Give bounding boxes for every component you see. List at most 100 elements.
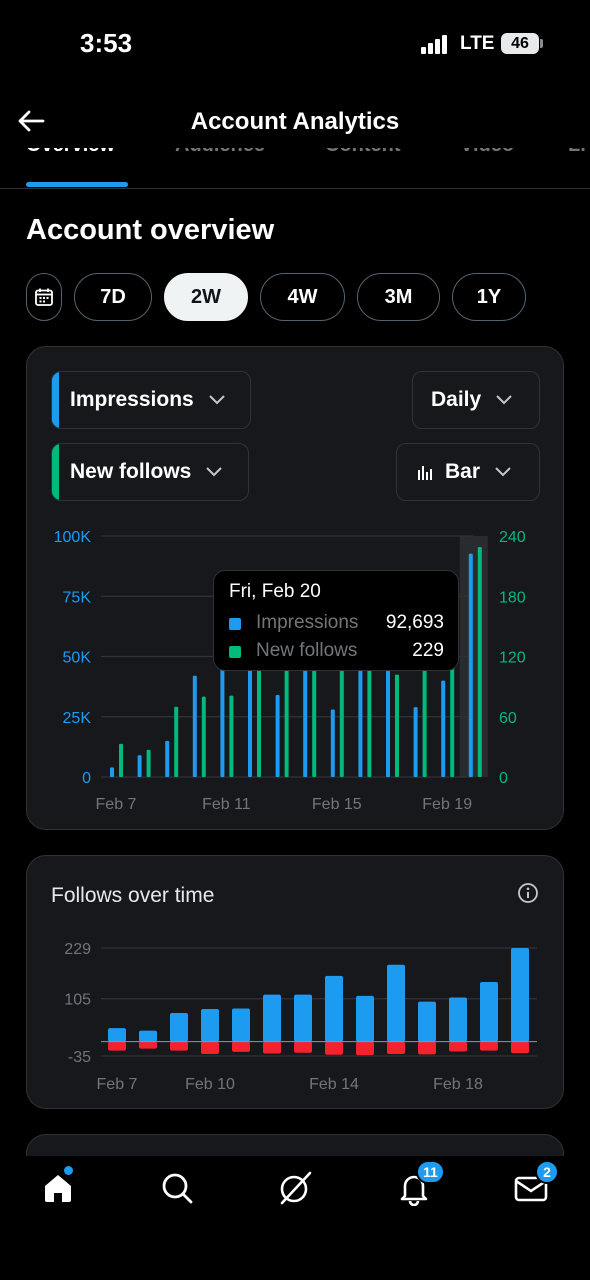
follows-bar [312,661,317,777]
gained-bar [263,994,281,1042]
gained-bar [449,997,467,1042]
impressions-bar [165,740,170,777]
x-tick-label: Feb 18 [433,1076,483,1093]
chart-type-dropdown[interactable]: Bar [396,443,540,501]
range-2w-button[interactable]: 2W [164,273,248,321]
lost-bar [325,1041,343,1055]
search-icon [162,1173,193,1204]
gained-bar [201,1008,219,1042]
nav-grok[interactable] [277,1170,317,1210]
follows-bar [257,661,261,777]
calendar-button[interactable] [26,273,62,321]
y-tick-label: -35 [68,1049,91,1066]
home-unread-dot [64,1166,73,1175]
follows-bar [450,656,455,777]
gained-bar [108,1028,126,1042]
status-bar: 3:53 LTE 46 [0,0,590,90]
nav-search[interactable] [159,1170,199,1210]
follows-over-time-chart: 229 105 -35 Feb 7 Feb 10 Feb 14 Feb 18 [64,941,537,1093]
impressions-bar [413,707,418,777]
tooltip-label: Impressions [256,612,359,633]
x-tick-label: Feb 15 [312,796,362,813]
metric1-color [52,372,59,428]
y-left-tick-label: 75K [63,589,92,606]
tooltip-row-impressions: Impressions 92,693 [229,612,444,636]
follows-over-time-card: Follows over time 229 105 -35 Feb 7 Feb 10 Fe… [26,855,564,1109]
battery-icon: 46 [501,33,539,54]
page-title-overlay: Account Analytics [190,108,400,135]
y-right-tick-label: 0 [499,770,508,787]
range-7d-button[interactable]: 7D [74,273,152,321]
tooltip-value: 229 [412,640,444,661]
notifications-badge: 11 [416,1160,445,1184]
back-button-overlay[interactable] [14,104,48,138]
tooltip-row-follows: New follows 229 [229,640,444,664]
metric1-dropdown[interactable]: Impressions [51,371,251,429]
follows-bar [395,674,399,777]
card-title: Follows over time [51,884,215,907]
network-type: LTE [460,33,495,54]
y-left-tick-label: 0 [82,770,91,787]
x-tick-label: Feb 19 [422,796,472,813]
tooltip-date: Fri, Feb 20 [229,581,321,602]
lost-bar [232,1041,250,1052]
impressions-bar [330,709,335,777]
impressions-follows-chart: 100K 240 75K 180 50K 120 25K 60 0 0 Feb 7 Feb 11 Feb… [54,529,526,813]
range-3m-button[interactable]: 3M [357,273,440,321]
x-tick-label: Feb 14 [309,1076,359,1093]
lost-bar [108,1041,126,1051]
impressions-bar [275,695,280,777]
nav-notifications[interactable]: 11 [396,1160,445,1210]
arrow-left-icon [18,110,45,132]
follows-bar [477,547,482,777]
tooltip-value: 92,693 [385,612,444,633]
nav-home[interactable] [40,1166,80,1210]
signal-icon [421,34,449,54]
grok-icon [280,1171,312,1205]
lost-bar [387,1041,405,1054]
follows-bar [284,661,289,777]
y-tick-label: 229 [64,941,91,958]
y-right-tick-label: 240 [499,529,526,546]
mail-icon [514,1176,548,1202]
impressions-bar [110,767,114,777]
granularity-dropdown[interactable]: Daily [412,371,540,429]
range-4w-button[interactable]: 4W [260,273,345,321]
y-right-tick-label: 60 [499,710,517,727]
y-left-tick-label: 100K [54,529,92,546]
lost-bar [170,1041,188,1051]
range-1y-button[interactable]: 1Y [452,273,526,321]
tooltip-label: New follows [256,640,358,661]
info-icon[interactable] [517,882,539,904]
chevron-down-icon [496,395,512,405]
follows-bar [119,743,123,777]
impressions-bar [137,755,142,777]
nav-messages[interactable]: 2 [513,1160,559,1210]
bottom-nav: 11 2 [0,1156,590,1280]
x-tick-label: Feb 7 [96,796,137,813]
gained-bar [139,1030,157,1042]
lost-bar [201,1041,219,1054]
section-title: Account overview [26,214,275,246]
follows-swatch [229,646,241,658]
x-tick-label: Feb 11 [202,796,251,813]
x-tick-label: Feb 10 [185,1076,235,1093]
follows-bar [146,749,151,777]
granularity-label: Daily [431,388,482,411]
metric2-label: New follows [70,460,192,483]
follows-bar [229,695,234,777]
impressions-bar [386,661,390,777]
bar-chart-icon [418,466,432,480]
home-icon [45,1175,71,1202]
gained-bar [232,1008,250,1042]
impressions-bar [358,661,363,777]
follows-bar [201,696,206,777]
active-tab-indicator [26,182,128,187]
lost-bar [139,1041,157,1049]
lost-bar [263,1041,281,1054]
metric2-dropdown[interactable]: New follows [51,443,249,501]
chevron-down-icon [206,467,223,477]
calendar-icon [35,288,53,306]
impressions-bar [468,553,473,777]
follows-bar [422,656,427,777]
